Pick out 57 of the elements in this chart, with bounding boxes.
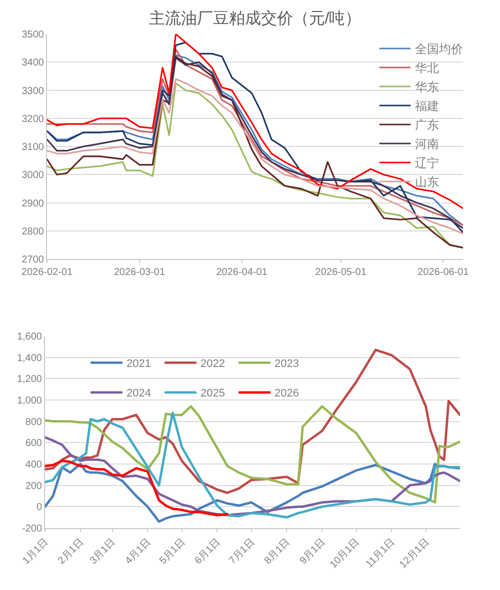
y-tick-label: 2700 xyxy=(22,254,44,266)
y-tick-label: 1,000 xyxy=(16,396,42,406)
y-tick-label: 1,200 xyxy=(16,374,42,386)
legend-label: 2022 xyxy=(200,358,225,370)
x-tick-label: 9月1日 xyxy=(298,536,328,567)
y-tick-label: 3400 xyxy=(22,58,44,69)
line-series xyxy=(45,436,460,516)
y-tick-label: 3500 xyxy=(22,30,44,40)
y-tick-label: 3100 xyxy=(22,142,44,153)
y-tick-label: -200 xyxy=(22,524,42,534)
x-tick-label: 2026-03-01 xyxy=(114,267,166,278)
legend-label: 华东 xyxy=(414,80,439,94)
legend-label: 福建 xyxy=(414,99,439,114)
y-tick-label: 3300 xyxy=(22,86,44,97)
x-tick-label: 2月1日 xyxy=(56,536,86,567)
x-tick-label: 11月1日 xyxy=(364,536,398,570)
y-tick-label: 3000 xyxy=(22,170,44,182)
x-tick-label: 2026-05-01 xyxy=(315,267,367,278)
y-tick-label: 800 xyxy=(25,416,42,428)
x-tick-label: 12月1日 xyxy=(398,536,432,571)
legend-label: 广东 xyxy=(414,118,439,132)
legend-label: 2023 xyxy=(274,358,299,370)
legend-label: 2025 xyxy=(200,388,225,400)
y-tick-label: 2800 xyxy=(22,226,44,238)
line-series xyxy=(45,462,460,523)
y-tick-label: 400 xyxy=(25,460,42,470)
y-tick-label: 2900 xyxy=(22,198,44,210)
y-tick-label: 1,400 xyxy=(16,352,42,364)
x-tick-label: 8月1日 xyxy=(262,536,292,567)
y-tick-label: 0 xyxy=(36,502,42,514)
legend-label: 2024 xyxy=(126,388,151,400)
line-series xyxy=(45,412,460,519)
y-tick-label: 1,600 xyxy=(16,332,42,342)
legend-label: 辽宁 xyxy=(414,156,439,170)
legend-label: 2021 xyxy=(126,358,151,370)
legend-label: 山东 xyxy=(414,175,439,190)
legend-label: 全国均价 xyxy=(414,42,463,56)
legend-label: 河南 xyxy=(414,137,439,152)
chart-title: 主流油厂豆粕成交价（元/吨） xyxy=(148,10,362,28)
legend-label: 2026 xyxy=(274,388,299,400)
line-series xyxy=(45,460,229,516)
y-tick-label: 200 xyxy=(25,480,42,492)
legend-label: 华北 xyxy=(414,61,439,76)
x-tick-label: 3月1日 xyxy=(88,536,118,567)
x-tick-label: 1月1日 xyxy=(20,536,51,567)
x-tick-label: 2026-02-01 xyxy=(21,267,74,278)
line-series xyxy=(45,405,460,504)
x-tick-label: 2026-06-01 xyxy=(418,267,470,278)
x-tick-label: 4月1日 xyxy=(123,536,154,567)
x-tick-label: 2026-04-01 xyxy=(216,267,268,278)
y-tick-label: 600 xyxy=(25,438,42,450)
x-tick-label: 10月1日 xyxy=(328,536,362,571)
x-tick-label: 5月1日 xyxy=(158,536,188,567)
x-tick-label: 7月1日 xyxy=(227,536,258,567)
y-tick-label: 3200 xyxy=(22,114,44,125)
x-tick-label: 6月1日 xyxy=(193,536,223,567)
line-series xyxy=(45,348,460,494)
